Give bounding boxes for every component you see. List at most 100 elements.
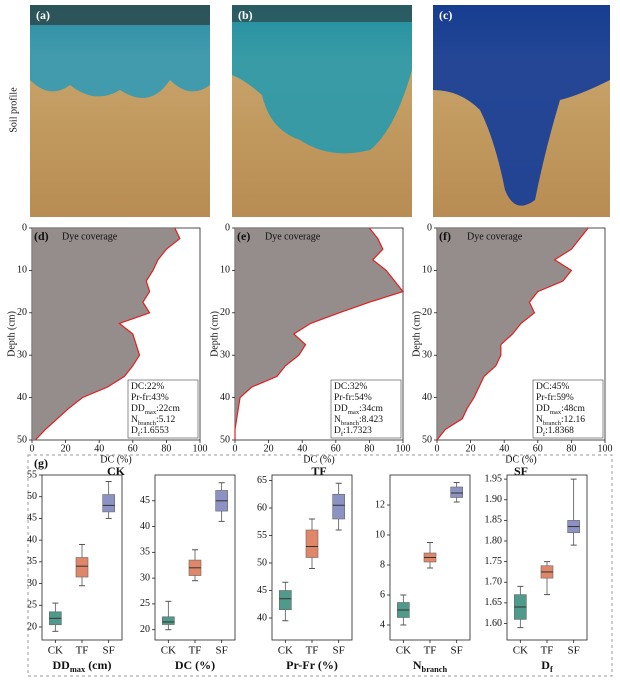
x-axis-title: DC (%): [505, 454, 536, 465]
y-tick-label: 50: [220, 434, 230, 445]
stats-line-part: D: [131, 426, 138, 436]
y-tick-label: 1.75: [485, 556, 503, 567]
stats-line-part: D: [334, 426, 341, 436]
x-tick-label: 80: [364, 443, 374, 454]
panel-label: (f): [439, 229, 451, 243]
treatment-label: SF: [514, 464, 528, 478]
stats-line-part: branch: [543, 420, 562, 427]
x-tick-label: 40: [499, 443, 509, 454]
x-tick-label: TF: [76, 645, 89, 657]
row-label: Soil profile: [8, 87, 19, 133]
x-axis-title-part: DD: [52, 658, 70, 672]
stats-line-part: DD: [131, 404, 145, 414]
y-tick-label: 30: [140, 572, 150, 583]
x-tick-label: 100: [598, 443, 613, 454]
y-tick-label: 0: [427, 222, 432, 233]
x-tick-label: TF: [189, 645, 202, 657]
stats-box: [532, 379, 604, 439]
y-tick-label: 55: [257, 530, 267, 541]
x-axis-title-part: D: [541, 658, 550, 672]
stats-line-part: Pr-fr:59%: [536, 392, 574, 403]
stats-line-part: :12.16: [561, 415, 585, 425]
y-tick-label: 20: [220, 307, 230, 318]
y-tick-label: 10: [375, 529, 385, 540]
stats-line-part: D: [536, 426, 543, 436]
stats-line: DDmax:22cm: [131, 404, 181, 416]
panel-label: (d): [34, 229, 49, 243]
stats-line: Pr-fr:54%: [334, 392, 372, 403]
stats-line: DDmax:48cm: [536, 404, 586, 416]
stats-box: [330, 379, 402, 439]
stats-line-part: DC:22%: [131, 382, 164, 392]
y-axis-title: Depth (cm): [411, 311, 422, 357]
x-axis-title: DC (%): [303, 454, 334, 465]
stats-line-part: DD: [536, 404, 550, 414]
y-tick-label: 50: [17, 434, 27, 445]
x-tick-label: 40: [297, 443, 307, 454]
x-tick-label: 0: [435, 443, 440, 454]
x-axis-title-part: (cm): [85, 658, 111, 672]
x-axis-title-part: DC (%): [175, 658, 215, 672]
stats-line-part: :48cm: [561, 404, 585, 414]
x-axis-title: Df: [541, 658, 553, 675]
y-tick-label: 25: [140, 598, 150, 609]
stats-line-part: max: [550, 409, 562, 416]
stats-line: Df:1.7323: [334, 426, 372, 438]
box: [332, 493, 345, 520]
y-tick-label: 20: [17, 307, 27, 318]
box: [162, 616, 175, 625]
dye-area: [235, 228, 403, 440]
stats-line-part: DD: [334, 404, 348, 414]
stats-line-part: N: [131, 415, 138, 425]
stats-line-part: f: [341, 431, 344, 438]
y-tick-label: 0: [225, 222, 230, 233]
stats-box: [127, 379, 199, 439]
x-tick-label: 100: [193, 443, 208, 454]
y-tick-label: 35: [140, 547, 150, 558]
y-tick-label: 1.65: [485, 597, 503, 608]
stats-line-part: f: [543, 431, 546, 438]
stats-line: Nbranch:8.423: [334, 415, 383, 427]
y-tick-label: 1.70: [485, 577, 503, 588]
x-tick-label: 20: [264, 443, 274, 454]
stats-line: Df:1.8368: [536, 426, 574, 438]
y-tick-label: 20: [27, 621, 37, 632]
y-tick-label: 40: [27, 534, 37, 545]
x-tick-label: 40: [94, 443, 104, 454]
photo-label: (a): [36, 8, 50, 22]
y-tick-label: 45: [27, 513, 37, 524]
box: [305, 529, 319, 558]
legend-label: Dye coverage: [265, 231, 321, 242]
stats-line-part: f: [138, 431, 141, 438]
photo-b: [232, 5, 412, 217]
stats-line: Nbranch:5.12: [131, 415, 175, 427]
y-axis-title: Depth (cm): [209, 311, 220, 357]
x-tick-label: TF: [541, 645, 554, 657]
box: [279, 590, 292, 611]
y-tick-label: 4: [380, 619, 385, 630]
stats-line: Df:1.6553: [131, 426, 169, 438]
photo-label: (b): [238, 8, 253, 22]
x-tick-label: 60: [331, 443, 341, 454]
y-tick-label: 55: [27, 469, 37, 480]
dc-line: [34, 227, 181, 441]
x-tick-label: CK: [161, 645, 176, 657]
dye-area: [32, 228, 180, 440]
y-tick-label: 50: [257, 557, 267, 568]
y-tick-label: 30: [422, 349, 432, 360]
x-tick-label: 60: [533, 443, 543, 454]
stats-line: DC:32%: [334, 382, 367, 392]
x-tick-label: SF: [103, 645, 115, 657]
x-axis-title-part: f: [550, 665, 553, 674]
y-tick-label: 20: [140, 624, 150, 635]
x-tick-label: CK: [48, 645, 63, 657]
photo-label: (c): [439, 8, 452, 22]
x-tick-label: SF: [216, 645, 228, 657]
stats-line: Pr-fr:59%: [536, 392, 574, 403]
x-axis-title-part: N: [413, 658, 422, 672]
x-axis-title-part: Pr-Fr (%): [286, 658, 338, 672]
x-tick-label: 100: [396, 443, 411, 454]
stats-line-part: :8.423: [359, 415, 383, 425]
y-tick-label: 1.60: [485, 618, 503, 629]
x-tick-label: SF: [451, 645, 463, 657]
